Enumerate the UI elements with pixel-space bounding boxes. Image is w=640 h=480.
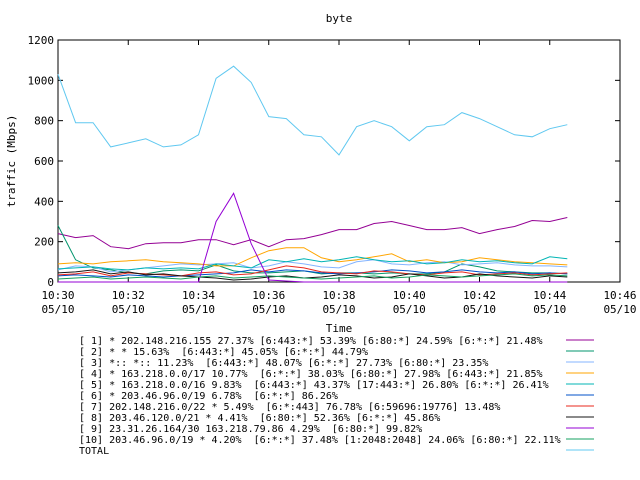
legend-label: [ 3] *:: *:: 11.23% [6:443:*] 48.07% [6:… — [79, 358, 488, 369]
x-tick-time-label: 10:38 — [322, 289, 355, 302]
y-tick-label: 200 — [34, 236, 54, 249]
legend-label: [10] 203.46.96.0/19 * 4.20% [6:*:*] 37.4… — [79, 435, 561, 446]
x-tick-date-label: 05/10 — [322, 303, 355, 316]
legend-label: [ 8] 203.46.120.0/21 * 4.41% [6:80:*] 52… — [79, 413, 440, 424]
x-axis-ticks: 10:3005/1010:3205/1010:3405/1010:3605/10… — [41, 40, 637, 316]
x-tick-date-label: 05/10 — [603, 303, 636, 316]
y-tick-label: 400 — [34, 195, 54, 208]
y-tick-label: 1200 — [28, 34, 55, 47]
x-tick-date-label: 05/10 — [463, 303, 496, 316]
series-line-2 — [57, 225, 568, 275]
series-line-5 — [57, 256, 568, 271]
x-tick-date-label: 05/10 — [533, 303, 566, 316]
legend-label: [ 4] * 163.218.0.0/17 10.77% [6:*:*] 38.… — [79, 369, 543, 380]
y-tick-label: 1000 — [28, 74, 55, 87]
x-tick-time-label: 10:44 — [533, 289, 566, 302]
x-tick-date-label: 05/10 — [252, 303, 285, 316]
x-tick-time-label: 10:30 — [41, 289, 74, 302]
x-tick-date-label: 05/10 — [112, 303, 145, 316]
legend-label: [ 1] * 202.148.216.155 27.37% [6:443:*] … — [79, 336, 543, 347]
x-tick-time-label: 10:42 — [463, 289, 496, 302]
series-line-1 — [57, 217, 568, 250]
x-tick-time-label: 10:46 — [603, 289, 636, 302]
legend-label: [ 7] 202.148.216.0/22 * 5.49% [6:*:443] … — [79, 402, 500, 413]
chart-title: byte — [326, 12, 353, 25]
x-tick-time-label: 10:40 — [393, 289, 426, 302]
x-tick-time-label: 10:34 — [182, 289, 215, 302]
series-lines — [57, 65, 568, 283]
series-line-4 — [57, 247, 568, 267]
series-line-8 — [57, 269, 568, 281]
legend-label: [ 6] * 203.46.96.0/19 6.78% [6:*:*] 86.2… — [79, 391, 338, 402]
legend: [ 1] * 202.148.216.155 27.37% [6:443:*] … — [79, 336, 594, 457]
y-axis-label: traffic (Mbps) — [5, 115, 18, 208]
y-axis-ticks: 0 200 400 600 800 1000 1200 — [28, 34, 620, 289]
legend-label: [ 2] * * 15.63% [6:443:*] 45.05% [6:*:*]… — [79, 347, 368, 358]
y-tick-label: 800 — [34, 115, 54, 128]
series-line-6 — [57, 269, 568, 278]
x-tick-date-label: 05/10 — [393, 303, 426, 316]
y-tick-label: 600 — [34, 155, 54, 168]
legend-label: [ 5] * 163.218.0.0/16 9.83% [6:443:*] 43… — [79, 380, 549, 391]
x-tick-time-label: 10:32 — [112, 289, 145, 302]
x-tick-date-label: 05/10 — [182, 303, 215, 316]
series-line-11 — [57, 65, 568, 156]
y-tick-label: 0 — [47, 276, 54, 289]
series-line-9 — [58, 192, 568, 283]
x-tick-date-label: 05/10 — [41, 303, 74, 316]
legend-label: TOTAL — [79, 446, 109, 457]
x-tick-time-label: 10:36 — [252, 289, 285, 302]
series-line-10 — [57, 273, 568, 280]
x-axis-label: Time — [326, 322, 353, 335]
series-line-7 — [57, 265, 568, 277]
plot-frame — [57, 39, 621, 283]
legend-label: [ 9] 23.31.26.164/30 163.218.79.86 4.29%… — [79, 424, 422, 435]
